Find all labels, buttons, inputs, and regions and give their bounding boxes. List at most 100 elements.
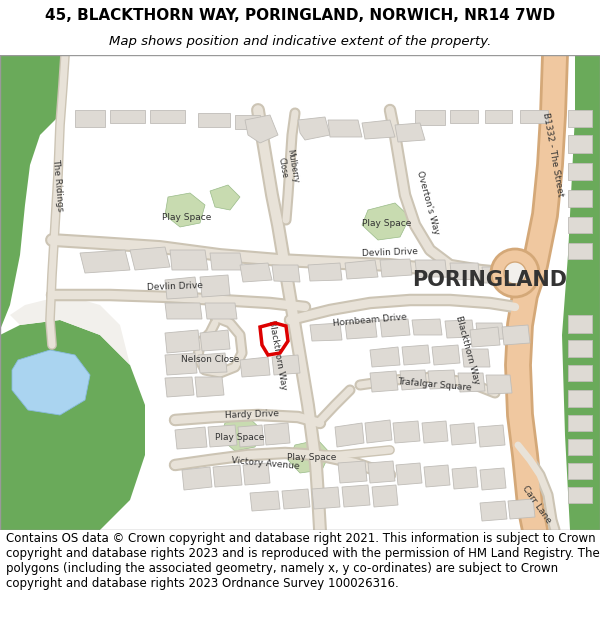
- Polygon shape: [200, 330, 230, 351]
- Polygon shape: [450, 263, 480, 280]
- Polygon shape: [476, 323, 504, 340]
- Polygon shape: [396, 463, 422, 485]
- Polygon shape: [470, 327, 500, 347]
- Polygon shape: [502, 325, 530, 345]
- Polygon shape: [328, 120, 362, 137]
- Polygon shape: [482, 267, 510, 283]
- Polygon shape: [335, 423, 364, 447]
- Polygon shape: [478, 425, 505, 447]
- Text: The Ridings: The Ridings: [51, 158, 65, 212]
- Polygon shape: [395, 123, 425, 142]
- Text: Carr Lane: Carr Lane: [521, 484, 553, 526]
- Polygon shape: [210, 253, 243, 270]
- Polygon shape: [245, 115, 278, 143]
- Polygon shape: [368, 461, 395, 483]
- Polygon shape: [342, 485, 370, 507]
- Text: 45, BLACKTHORN WAY, PORINGLAND, NORWICH, NR14 7WD: 45, BLACKTHORN WAY, PORINGLAND, NORWICH,…: [45, 8, 555, 23]
- Text: Victory Avenue: Victory Avenue: [230, 456, 299, 471]
- Polygon shape: [568, 217, 592, 233]
- Polygon shape: [0, 55, 65, 330]
- Polygon shape: [182, 467, 212, 490]
- Polygon shape: [428, 370, 456, 389]
- Polygon shape: [450, 110, 478, 123]
- Polygon shape: [372, 485, 398, 507]
- Polygon shape: [165, 193, 205, 227]
- Text: Devlin Drive: Devlin Drive: [362, 248, 418, 259]
- Polygon shape: [308, 263, 342, 281]
- Text: Play Space: Play Space: [362, 219, 412, 228]
- Polygon shape: [486, 375, 512, 394]
- Polygon shape: [272, 265, 300, 282]
- Polygon shape: [175, 427, 207, 449]
- Polygon shape: [310, 323, 342, 341]
- Polygon shape: [412, 319, 442, 335]
- Text: Overton's Way: Overton's Way: [415, 170, 441, 236]
- Polygon shape: [200, 275, 230, 297]
- Polygon shape: [250, 491, 280, 511]
- Polygon shape: [345, 260, 378, 279]
- Polygon shape: [568, 135, 592, 153]
- Polygon shape: [568, 110, 592, 127]
- Polygon shape: [445, 320, 474, 338]
- Polygon shape: [520, 110, 548, 123]
- Polygon shape: [480, 468, 506, 490]
- Polygon shape: [75, 110, 105, 127]
- Polygon shape: [110, 110, 145, 123]
- Polygon shape: [568, 463, 592, 479]
- Polygon shape: [240, 357, 270, 377]
- Polygon shape: [10, 295, 130, 365]
- Polygon shape: [338, 461, 367, 483]
- Polygon shape: [345, 320, 377, 339]
- Polygon shape: [198, 113, 230, 127]
- Polygon shape: [264, 423, 290, 445]
- Polygon shape: [370, 347, 400, 367]
- Polygon shape: [462, 349, 490, 367]
- Polygon shape: [568, 365, 592, 381]
- Polygon shape: [562, 55, 600, 530]
- Text: Trafalgar Square: Trafalgar Square: [398, 378, 472, 392]
- Polygon shape: [568, 390, 592, 407]
- Polygon shape: [432, 345, 460, 365]
- Polygon shape: [165, 303, 202, 319]
- Polygon shape: [170, 250, 208, 270]
- Polygon shape: [0, 320, 145, 530]
- Polygon shape: [452, 467, 478, 489]
- Polygon shape: [568, 190, 592, 207]
- Polygon shape: [568, 243, 592, 259]
- Polygon shape: [568, 340, 592, 357]
- Polygon shape: [165, 277, 198, 299]
- Text: Play Space: Play Space: [215, 432, 265, 441]
- Polygon shape: [568, 415, 592, 431]
- Text: Map shows position and indicative extent of the property.: Map shows position and indicative extent…: [109, 35, 491, 48]
- Polygon shape: [362, 203, 410, 240]
- Polygon shape: [165, 330, 200, 353]
- Polygon shape: [422, 421, 448, 443]
- Polygon shape: [400, 370, 427, 390]
- Polygon shape: [150, 110, 185, 123]
- Polygon shape: [362, 120, 395, 139]
- Circle shape: [504, 262, 526, 284]
- Polygon shape: [235, 115, 260, 129]
- Polygon shape: [220, 417, 262, 451]
- Polygon shape: [240, 263, 272, 282]
- Polygon shape: [165, 353, 197, 375]
- Polygon shape: [130, 247, 170, 270]
- Polygon shape: [415, 260, 447, 277]
- Polygon shape: [415, 110, 445, 125]
- Text: Devlin Drive: Devlin Drive: [147, 281, 203, 292]
- Polygon shape: [195, 377, 224, 397]
- Polygon shape: [312, 487, 340, 509]
- Polygon shape: [298, 117, 330, 140]
- Text: Blackthorn Way: Blackthorn Way: [454, 314, 482, 386]
- Text: PORINGLAND: PORINGLAND: [413, 270, 568, 290]
- Polygon shape: [198, 353, 227, 373]
- Text: Play Space: Play Space: [287, 452, 337, 461]
- Polygon shape: [568, 487, 592, 503]
- Polygon shape: [568, 439, 592, 455]
- Polygon shape: [380, 259, 412, 277]
- Polygon shape: [12, 350, 90, 415]
- Polygon shape: [402, 345, 430, 365]
- Polygon shape: [272, 355, 300, 375]
- Polygon shape: [568, 163, 592, 180]
- Polygon shape: [380, 319, 410, 337]
